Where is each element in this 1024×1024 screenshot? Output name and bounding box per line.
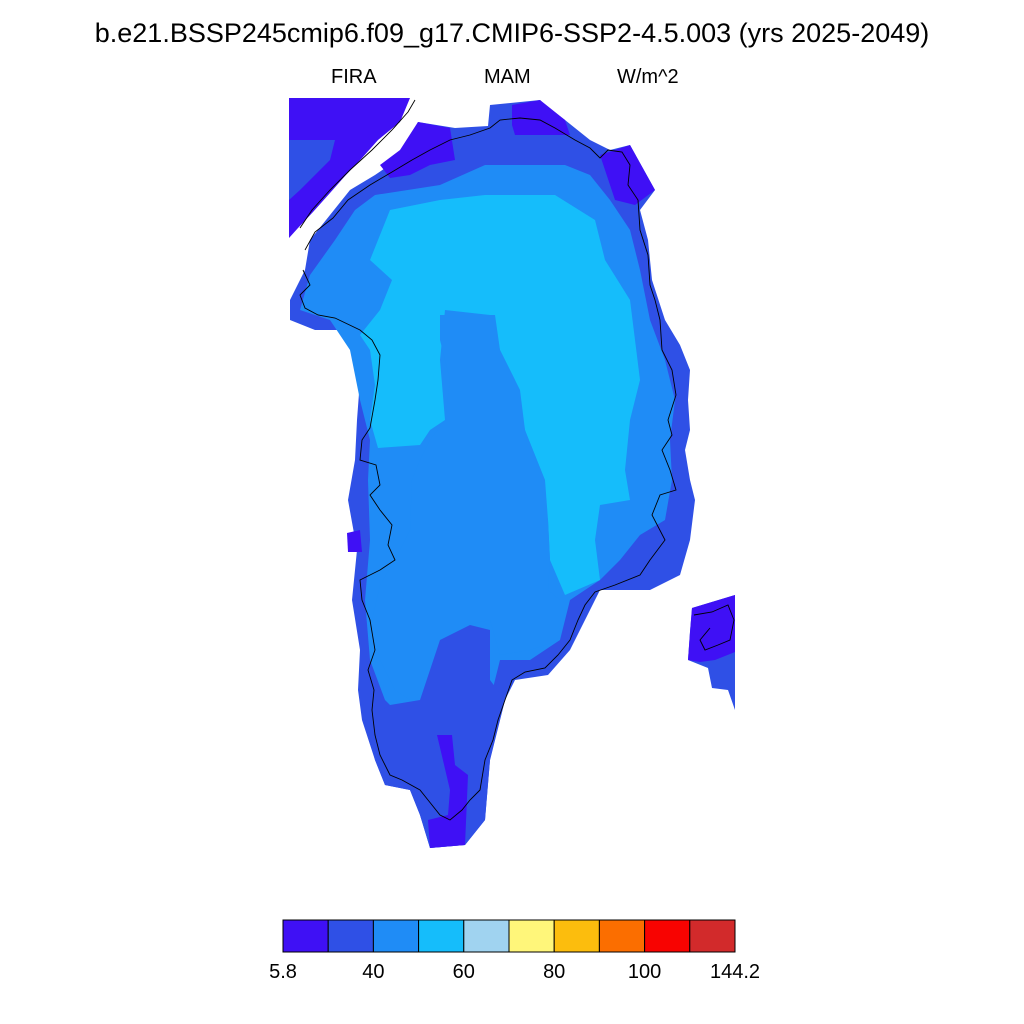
colorbar-tick-label: 40: [362, 961, 385, 983]
season-label: MAM: [484, 66, 531, 88]
colorbar-cell: [553, 919, 600, 953]
colorbar-tick-label: 100: [627, 961, 662, 983]
north-dark-patch-2: [512, 100, 570, 135]
colorbar-cell: [418, 919, 465, 953]
east-island-dark: [688, 595, 735, 662]
central-tongue-region: [372, 315, 560, 700]
south-dark-region: [365, 625, 505, 848]
nw-corner-region: [289, 98, 410, 238]
colorbar-tick-label: 5.8: [269, 961, 297, 983]
colorbar-tick-label: 144.2: [709, 961, 761, 983]
map-field: [289, 98, 735, 848]
colorbar-cell: [689, 919, 736, 953]
colorbar-cell: [598, 919, 646, 953]
coastline: [299, 99, 735, 821]
plot-title: b.e21.BSSP245cmip6.f09_g17.CMIP6-SSP2-4.…: [94, 18, 930, 48]
colorbar-cell: [282, 919, 329, 953]
nw-corner-region-2: [289, 140, 335, 200]
north-dark-patch: [380, 122, 455, 178]
ne-dark-patch: [600, 145, 655, 205]
colorbar-cell: [644, 919, 691, 953]
colorbar-cell: [327, 919, 374, 953]
light-interior-region: [360, 195, 640, 595]
colorbar-tick-label: 60: [452, 961, 475, 983]
colorbar-tick-label: 80: [543, 961, 566, 983]
west-dark-patch: [347, 530, 362, 552]
colorbar-cell: [463, 919, 510, 953]
variable-label: FIRA: [331, 66, 377, 88]
units-label: W/m^2: [617, 66, 679, 88]
colorbar-cell: [372, 919, 420, 953]
colorbar-cell: [508, 919, 555, 953]
south-darkest-patch: [428, 735, 468, 848]
